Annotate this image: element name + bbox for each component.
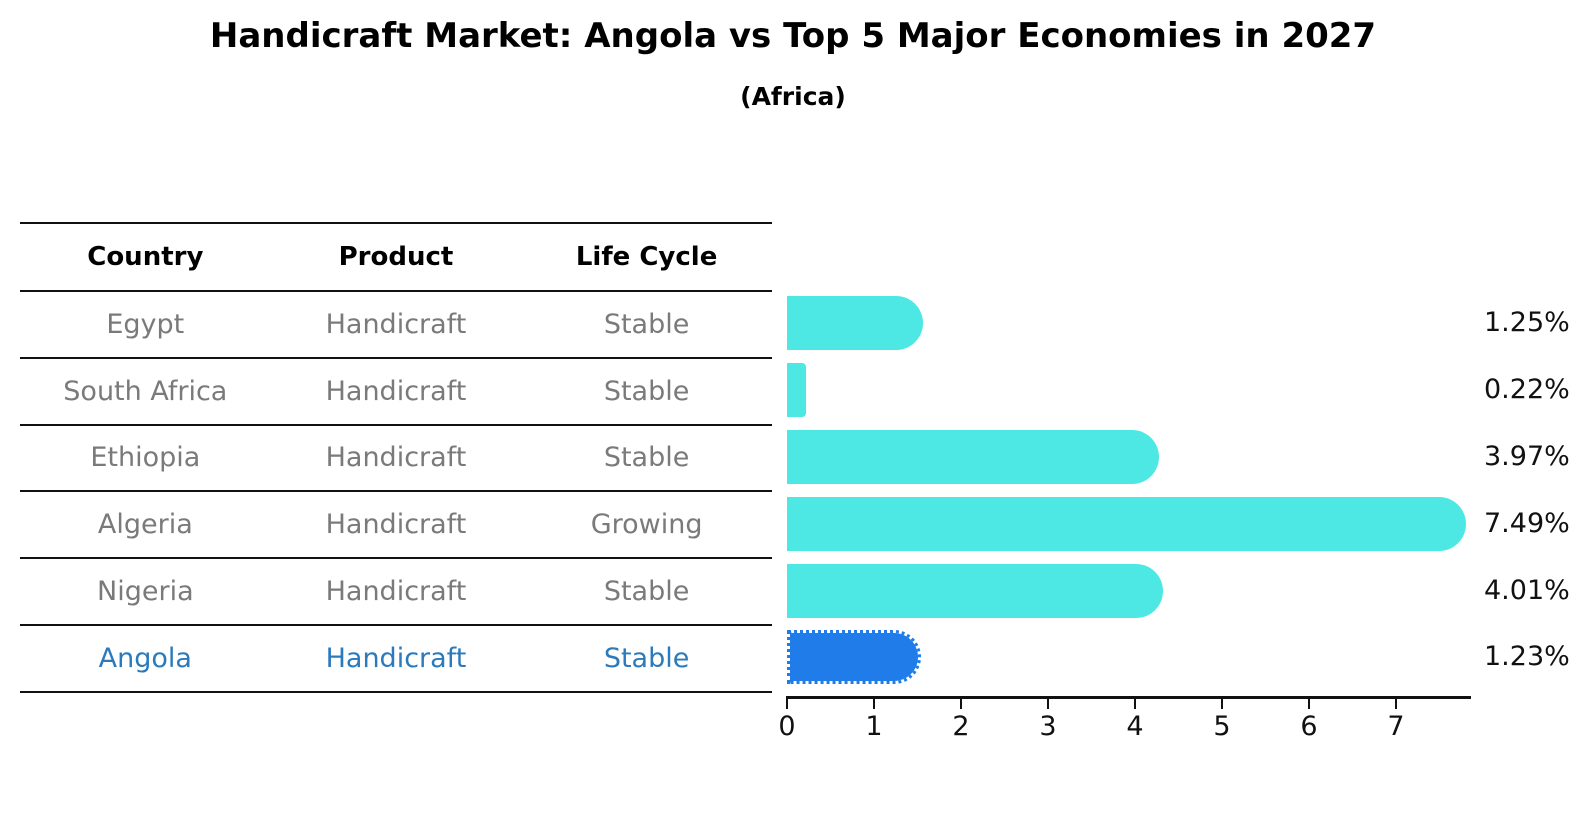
x-tick-label-3: 3	[1039, 711, 1057, 742]
table-header-row: Country Product Life Cycle	[20, 224, 772, 292]
table-row-ethiopia: Ethiopia Handicraft Stable	[20, 426, 772, 493]
table-cell-product: Handicraft	[325, 642, 467, 674]
bar-algeria	[787, 496, 1466, 551]
value-label-ethiopia: 3.97%	[1484, 441, 1570, 472]
column-header-product: Product	[338, 242, 454, 272]
value-label-egypt: 1.25%	[1484, 307, 1570, 339]
x-tick-mark-3	[1047, 699, 1049, 709]
chart-subtitle: (Africa)	[740, 82, 846, 111]
chart-title: Handicraft Market: Angola vs Top 5 Major…	[209, 16, 1377, 56]
table-cell-life-cycle: Stable	[603, 442, 690, 474]
x-tick-label-2: 2	[952, 711, 970, 742]
bar-nigeria	[787, 563, 1163, 618]
x-tick-mark-1	[873, 699, 875, 709]
bar-angola	[787, 630, 921, 685]
table-cell-country: Algeria	[97, 509, 193, 541]
table-cell-product: Handicraft	[325, 509, 467, 541]
table-cell-life-cycle: Growing	[590, 509, 703, 541]
x-tick-mark-0	[786, 699, 788, 709]
bar-south-africa	[787, 363, 807, 418]
table-cell-product: Handicraft	[325, 375, 467, 407]
table-cell-life-cycle: Stable	[603, 576, 690, 608]
x-tick-label-7: 7	[1387, 711, 1405, 742]
data-table: Country Product Life Cycle Egypt Handicra…	[20, 222, 772, 693]
x-tick-label-1: 1	[865, 711, 883, 742]
table-row-south-africa: South Africa Handicraft Stable	[20, 359, 772, 426]
table-cell-life-cycle: Stable	[603, 642, 690, 674]
value-label-angola: 1.23%	[1484, 641, 1570, 673]
table-body: Egypt Handicraft Stable South Africa Handicr…	[20, 292, 772, 693]
table-cell-product: Handicraft	[325, 442, 467, 474]
bar-egypt	[787, 296, 923, 351]
x-tick-mark-6	[1308, 699, 1310, 709]
table-cell-country: South Africa	[63, 375, 228, 407]
table-cell-country: Egypt	[106, 308, 185, 340]
table-cell-country: Nigeria	[97, 576, 194, 608]
value-label-nigeria: 4.01%	[1484, 574, 1570, 606]
column-header-country: Country	[87, 242, 204, 272]
table-row-algeria: Algeria Handicraft Growing	[20, 492, 772, 560]
table-cell-country: Angola	[98, 642, 192, 674]
x-tick-label-0: 0	[778, 711, 796, 742]
table-row-nigeria: Nigeria Handicraft Stable	[20, 559, 772, 626]
table-row-egypt: Egypt Handicraft Stable	[20, 292, 772, 359]
x-tick-mark-2	[960, 699, 962, 709]
x-tick-label-4: 4	[1126, 711, 1144, 742]
table-cell-product: Handicraft	[325, 308, 467, 340]
table-cell-life-cycle: Stable	[603, 308, 690, 340]
value-label-south-africa: 0.22%	[1484, 374, 1570, 406]
table-cell-product: Handicraft	[325, 576, 467, 608]
x-tick-mark-5	[1221, 699, 1223, 709]
x-tick-label-6: 6	[1300, 711, 1318, 742]
table-cell-life-cycle: Stable	[603, 375, 690, 407]
x-axis-line	[786, 696, 1471, 699]
value-label-algeria: 7.49%	[1484, 507, 1570, 539]
column-header-life-cycle: Life Cycle	[575, 242, 718, 272]
x-tick-mark-4	[1134, 699, 1136, 709]
bar-ethiopia	[787, 430, 1160, 484]
x-tick-mark-7	[1395, 699, 1397, 709]
x-tick-label-5: 5	[1213, 711, 1231, 742]
table-cell-country: Ethiopia	[90, 442, 201, 474]
table-row-angola: Angola Handicraft Stable	[20, 626, 772, 693]
